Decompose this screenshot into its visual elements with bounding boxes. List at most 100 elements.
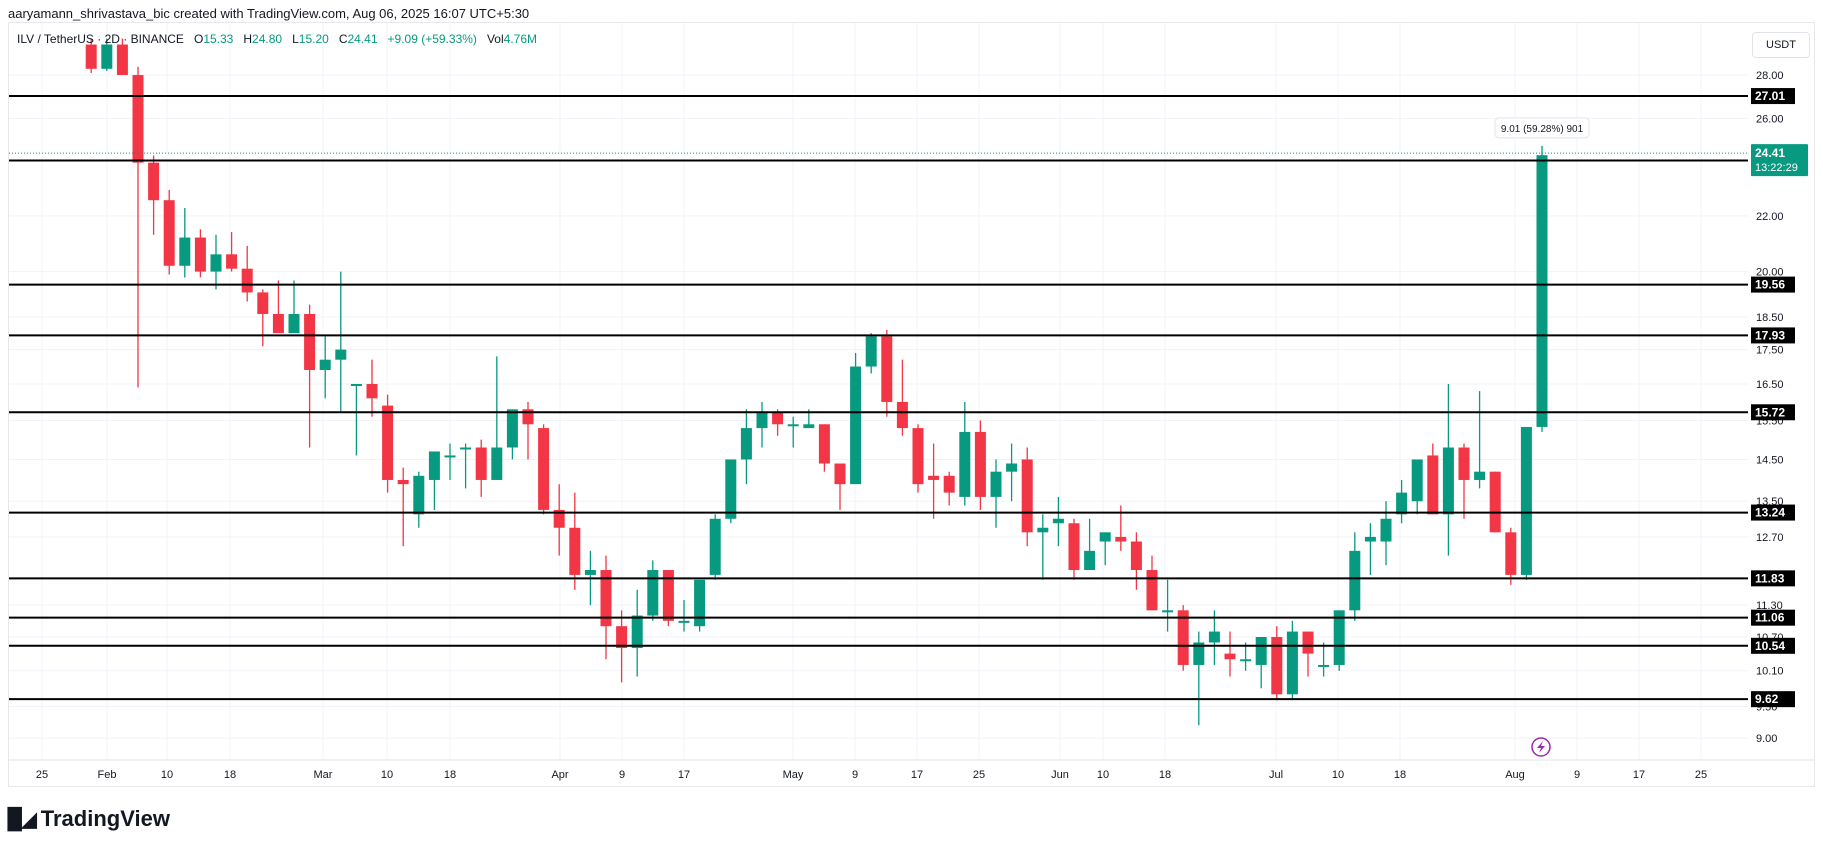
bar-countdown: 13:22:29 [1755,162,1798,174]
candle [1068,523,1080,571]
price-axis-label: 9.00 [1756,733,1777,745]
price-axis-label: 26.00 [1756,113,1784,125]
symbol-label[interactable]: ILV / TetherUS · 2D · BINANCE [17,32,184,46]
candle [709,518,721,575]
candle [1520,426,1532,575]
price-axis-label: 10.10 [1756,666,1784,678]
candle [475,447,487,480]
candle [1006,463,1018,472]
x-axis-tick-label: 18 [224,769,236,781]
price-axis-label: 12.70 [1756,532,1784,544]
candle [1177,610,1189,665]
candle [1130,541,1142,571]
candle [116,44,128,76]
candle [179,237,191,266]
candle [1396,492,1408,515]
svg-text:9.01 (59.28%) 901: 9.01 (59.28%) 901 [1501,124,1584,135]
candle [1084,550,1096,571]
high-label: H [243,32,253,46]
price-axis-label: 18.50 [1756,312,1784,324]
candle [1411,459,1423,502]
candle [865,336,877,367]
candle [1505,532,1517,575]
candles [85,38,1548,726]
candle [148,162,160,201]
level-price-badge: 19.56 [1755,278,1785,292]
candle [413,475,425,515]
candle [1146,570,1158,611]
x-axis-tick-label: 25 [36,769,48,781]
candle [959,431,971,497]
price-axis-label: 16.50 [1756,379,1784,391]
price-axis-label: 28.00 [1756,70,1784,82]
close-value: 24.41 [347,32,378,46]
candle [647,570,659,616]
candle [616,626,628,649]
chart-pane[interactable] [8,22,1815,787]
x-axis-tick-label: 17 [1633,769,1645,781]
x-axis-tick-label: 25 [1695,769,1707,781]
level-price-badge: 11.83 [1755,571,1785,585]
candle [241,268,253,293]
x-axis-tick-label: 9 [852,769,858,781]
level-price-badge: 15.72 [1755,405,1785,419]
x-axis-tick-label: 10 [1332,769,1344,781]
candle [397,479,409,485]
level-price-badge: 17.93 [1755,328,1785,342]
candle [772,413,784,425]
price-axis-label: 22.00 [1756,211,1784,223]
candle [662,570,674,621]
candle [1271,637,1283,695]
tradingview-logo-icon: ▉◢ [8,808,37,831]
candle [288,313,300,334]
close-label: C [338,32,348,46]
x-axis-tick-label: 18 [1159,769,1171,781]
candle [1255,637,1267,665]
candle [366,383,378,399]
tradingview-logo[interactable]: ▉◢ TradingView [8,806,170,832]
candle [881,336,893,402]
candle [1364,536,1376,542]
candle [740,428,752,460]
candle [834,463,846,485]
candle [756,413,768,429]
candle [725,459,737,519]
candle [350,383,362,386]
candle [1458,447,1470,480]
currency-button[interactable]: USDT [1752,32,1810,58]
candle [928,475,940,480]
last-price-badge: 24.41 [1755,146,1785,160]
candle [132,75,144,163]
candle [1349,550,1361,611]
candle [974,431,986,497]
candle [1318,664,1330,667]
candle [850,366,862,485]
candle [1021,459,1033,533]
x-axis-tick-label: 18 [444,769,456,781]
candle [1474,471,1486,480]
candle [1099,532,1111,542]
lightning-alert-icon[interactable] [1531,737,1551,757]
level-price-badge: 27.01 [1755,89,1785,103]
candle [787,424,799,427]
x-axis-tick-label: Mar [314,769,333,781]
candle [304,313,316,370]
candle [85,44,97,69]
candle [506,409,518,448]
candle [818,424,830,464]
candle [803,424,815,429]
price-axis-label: 20.00 [1756,267,1784,279]
candle [194,237,206,272]
x-axis-tick-label: May [783,769,804,781]
candle [522,409,534,425]
x-axis-tick-label: Jun [1051,769,1069,781]
candle [943,475,955,493]
candle [631,615,643,649]
x-axis-tick-label: 17 [678,769,690,781]
x-axis-tick-label: 9 [619,769,625,781]
x-axis-tick-label: 17 [911,769,923,781]
candle [460,447,472,450]
chart-credit: aaryamann_shrivastava_bic created with T… [8,6,530,21]
candle [1162,610,1174,613]
